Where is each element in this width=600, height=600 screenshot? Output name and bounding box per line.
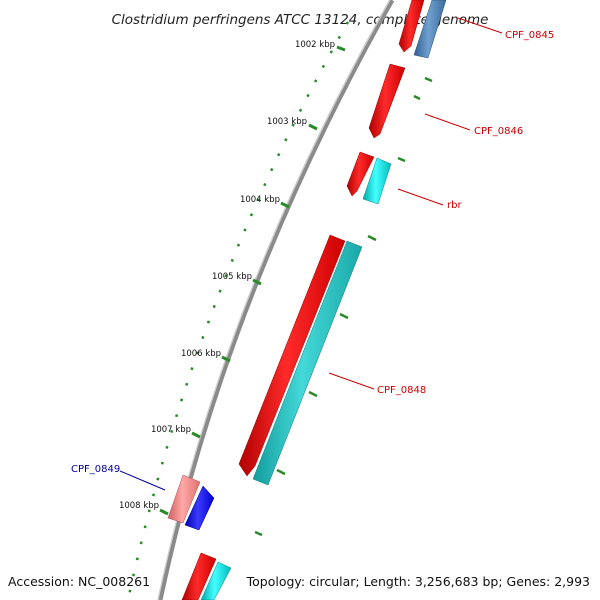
- cds-bottom-red[interactable]: [181, 552, 217, 600]
- outer-tick: [424, 76, 433, 83]
- map-title: Clostridium perfringens ATCC 13124, comp…: [112, 12, 489, 28]
- leader-cpf0849: [119, 470, 166, 491]
- tick-label: 1004 kbp: [240, 195, 280, 205]
- tick-label: 1003 kbp: [267, 117, 307, 127]
- cds-rbr-red[interactable]: [346, 151, 375, 197]
- gene-label-cpf0849[interactable]: CPF_0849: [71, 464, 120, 475]
- cds-bottom-cyan[interactable]: [200, 561, 232, 600]
- cds-features: [167, 0, 447, 600]
- leader-cpf0846: [424, 113, 471, 131]
- cds-cpf0848-teal[interactable]: [252, 240, 363, 486]
- cds-cpf0849-pink[interactable]: [167, 474, 201, 524]
- leader-cpf0848: [328, 372, 375, 390]
- cds-cpf0848-red[interactable]: [238, 234, 346, 477]
- gene-label-cpf0848[interactable]: CPF_0848: [377, 385, 426, 396]
- cds-cpf0849-blue[interactable]: [184, 485, 215, 531]
- outer-ticks: [254, 76, 433, 537]
- leader-lines: [119, 17, 503, 491]
- tick-label: 1002 kbp: [295, 40, 335, 50]
- leader-rbr: [397, 188, 444, 206]
- accession-text: Accession: NC_008261: [8, 574, 150, 589]
- tick-label: 1006 kbp: [181, 349, 221, 359]
- tick-label: 1007 kbp: [151, 425, 191, 435]
- tick-1008: [159, 508, 169, 516]
- outer-tick: [339, 312, 349, 320]
- major-ticks: [159, 45, 346, 516]
- outer-tick: [397, 156, 406, 163]
- gene-label-cpf0846[interactable]: CPF_0846: [474, 126, 523, 137]
- outer-tick: [308, 390, 318, 398]
- gene-labels: CPF_0845 CPF_0846 rbr CPF_0848 CPF_0849: [71, 30, 554, 475]
- tick-label: 1005 kbp: [212, 272, 252, 282]
- leader-cpf0845: [457, 17, 503, 34]
- cds-rbr-cyan[interactable]: [362, 157, 392, 205]
- cds-cpf0845-red[interactable]: [398, 0, 425, 53]
- cds-cpf0845-steel[interactable]: [413, 0, 447, 59]
- tick-labels: 1002 kbp 1003 kbp 1004 kbp 1005 kbp 1006…: [119, 40, 335, 511]
- tick-1002: [336, 45, 346, 52]
- tick-1003: [308, 123, 318, 131]
- tick-1004: [280, 201, 290, 209]
- gene-label-cpf0845[interactable]: CPF_0845: [505, 30, 554, 41]
- tick-1007: [191, 431, 201, 439]
- genome-summary-text: Topology: circular; Length: 3,256,683 bp…: [246, 574, 590, 589]
- outer-tick: [367, 234, 377, 242]
- outer-tick: [276, 468, 286, 476]
- outer-tick: [413, 94, 421, 101]
- outer-tick: [254, 530, 263, 537]
- gene-label-rbr[interactable]: rbr: [447, 200, 462, 211]
- cds-cpf0846[interactable]: [368, 63, 406, 139]
- tick-label: 1008 kbp: [119, 501, 159, 511]
- tick-1005: [252, 278, 262, 286]
- tick-1006: [221, 355, 231, 363]
